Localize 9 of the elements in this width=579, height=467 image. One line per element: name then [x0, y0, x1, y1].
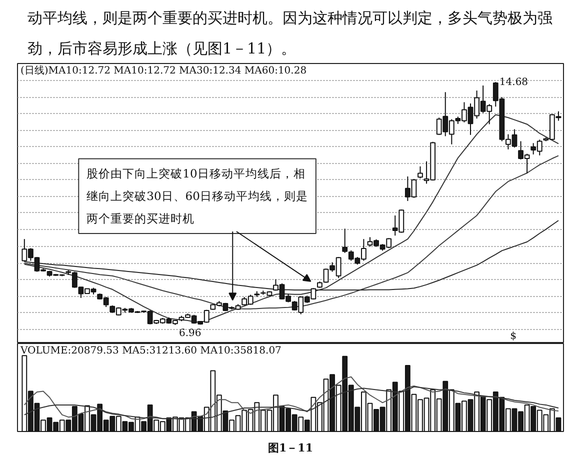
- text: 动平均线，则是两个重要的买进时机。因为这种情况可以判定，多头气势极为强劲，后市容易形成上涨（见图1－11）。: [28, 8, 552, 58]
- caption: 图1－11: [268, 442, 313, 454]
- chart-title: VOLUME:20879.53 MA5:31213.60 MA10:35818.07: [20, 346, 282, 356]
- candlestick: [418, 166, 423, 179]
- chart-title: (日线)MA10:12.72 MA10:12.72 MA30:12.34 MA60:10.28: [20, 64, 307, 76]
- annotation: $: [510, 331, 516, 342]
- annotation: 股价由下向上突破10日移动平均线后，相继向上突破30日、60日移动平均线，则是两个重要的买进时机: [86, 166, 308, 226]
- annotation: 6.96: [178, 328, 202, 339]
- annotation: 14.68: [499, 77, 528, 88]
